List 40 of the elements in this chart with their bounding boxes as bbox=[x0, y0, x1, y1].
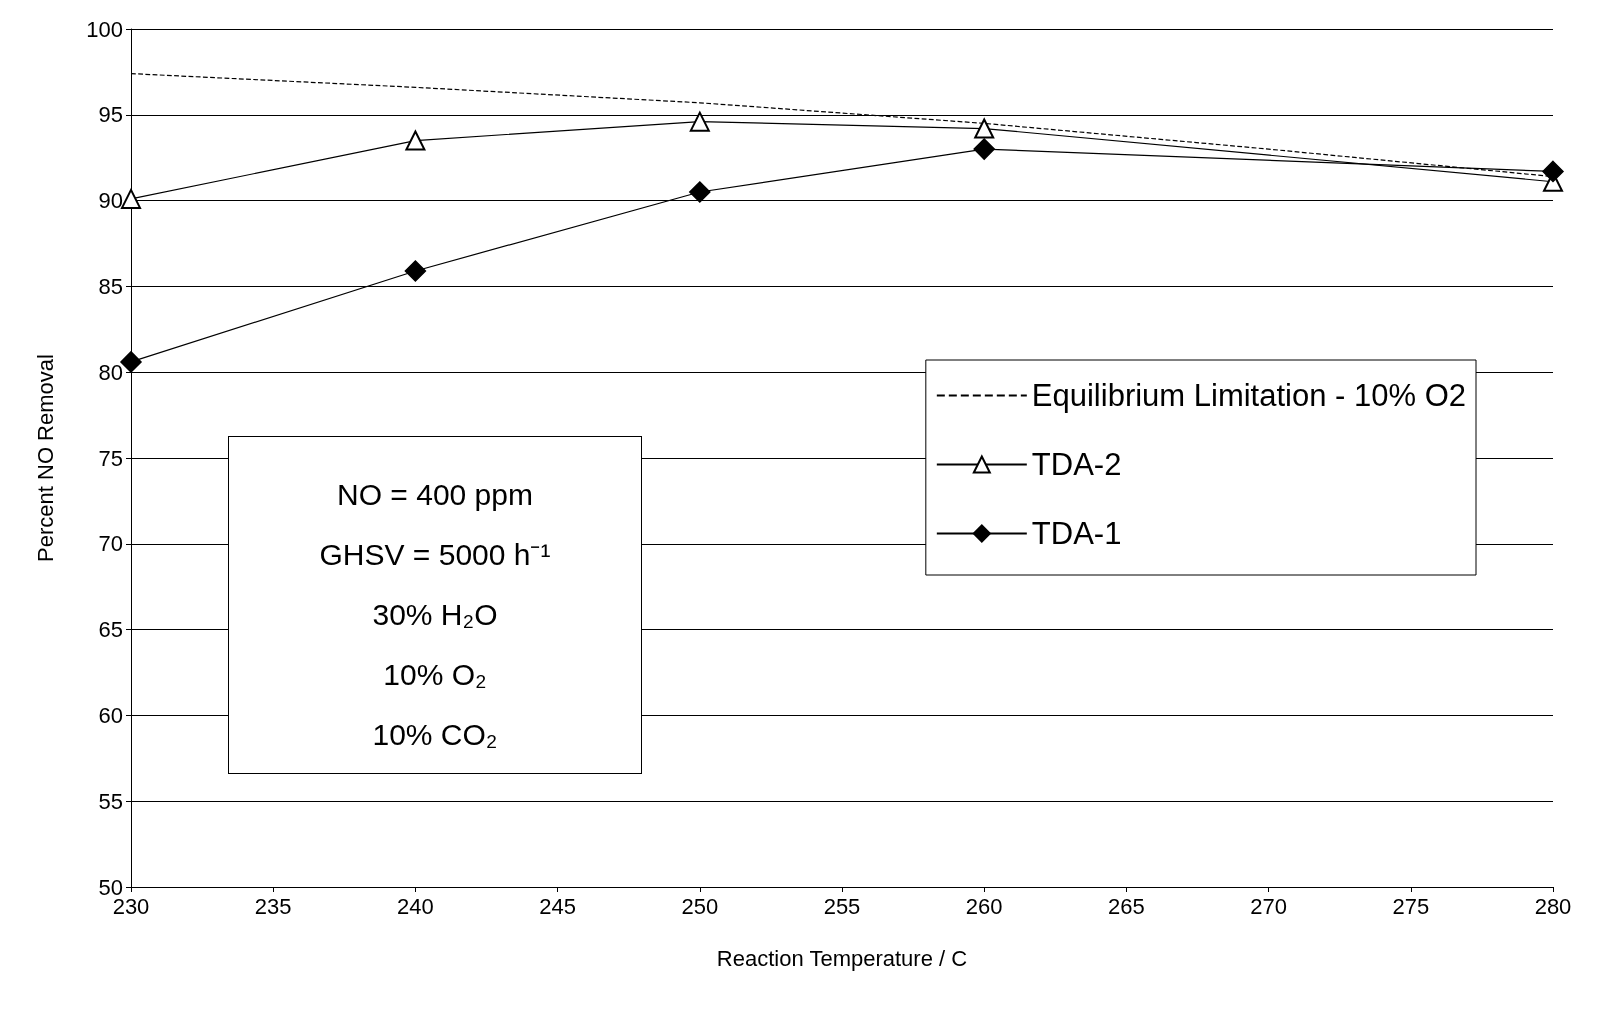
annotation: NO = 400 ppm bbox=[336, 477, 534, 513]
x-tick-label: 275 bbox=[1392, 893, 1430, 919]
y-tick-label: 70 bbox=[98, 531, 123, 557]
x-tick-label: 265 bbox=[1108, 893, 1145, 919]
annotation: 10% CO₂ bbox=[371, 717, 499, 753]
y-axis-title: Percent NO Removal bbox=[32, 354, 58, 562]
x-tick-label: 235 bbox=[254, 893, 292, 919]
x-tick-label: 260 bbox=[965, 893, 1003, 919]
y-tick-label: 85 bbox=[98, 273, 123, 299]
x-tick-label: 270 bbox=[1250, 893, 1287, 919]
point bbox=[120, 351, 142, 373]
point bbox=[121, 188, 141, 209]
y-tick-label: 100 bbox=[86, 16, 123, 42]
y-tick-label: 65 bbox=[98, 617, 123, 643]
x-tick-label: 245 bbox=[539, 893, 576, 919]
x-tick-label: 280 bbox=[1534, 893, 1572, 919]
point bbox=[974, 118, 995, 139]
legend-label: TDA-1 bbox=[1031, 516, 1122, 551]
y-tick-label: 55 bbox=[98, 788, 123, 814]
legend-label: Equilibrium Limitation - 10% O2 bbox=[1031, 378, 1467, 413]
x-axis-title: Reaction Temperature / C bbox=[716, 945, 968, 971]
annotation: 10% O₂ bbox=[382, 657, 488, 693]
x-tick-label: 255 bbox=[823, 893, 861, 919]
y-tick-label: 80 bbox=[98, 359, 123, 385]
point bbox=[405, 130, 426, 151]
y-tick-label: 75 bbox=[98, 445, 123, 471]
point bbox=[404, 260, 427, 282]
y-tick-label: 90 bbox=[98, 188, 123, 214]
y-tick-label: 60 bbox=[98, 702, 123, 728]
x-tick-label: 240 bbox=[397, 893, 434, 919]
x-tick-label: 250 bbox=[681, 893, 719, 919]
legend-label: TDA-2 bbox=[1031, 447, 1122, 482]
y-tick-label: 95 bbox=[98, 102, 123, 128]
point bbox=[973, 138, 995, 160]
point bbox=[1542, 160, 1564, 183]
y-tick-label: 50 bbox=[98, 874, 123, 900]
point bbox=[689, 181, 711, 203]
point bbox=[689, 111, 710, 132]
annotation: 30% H₂O bbox=[371, 597, 499, 633]
annotation: GHSV = 5000 h⁻¹ bbox=[318, 537, 552, 573]
